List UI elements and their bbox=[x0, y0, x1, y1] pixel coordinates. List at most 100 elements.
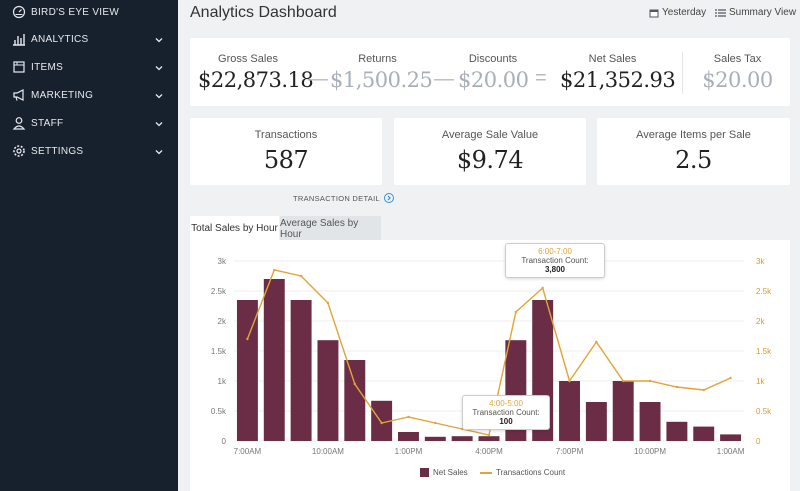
bar bbox=[639, 402, 661, 441]
sidebar-item-settings[interactable]: SETTINGS bbox=[0, 138, 178, 166]
gross-sales-value: $22,873.18 bbox=[198, 68, 314, 92]
line-point bbox=[514, 310, 518, 314]
sidebar-item-marketing[interactable]: MARKETING bbox=[0, 82, 178, 110]
sidebar-item-analytics[interactable]: ANALYTICS bbox=[0, 26, 178, 54]
chevron-down-icon[interactable] bbox=[154, 63, 164, 73]
tooltip-time: 6:00-7:00 bbox=[538, 247, 572, 256]
bar bbox=[585, 402, 607, 441]
line-point bbox=[434, 421, 437, 425]
sidebar-item-label: ANALYTICS bbox=[31, 34, 89, 45]
line-point bbox=[622, 379, 625, 383]
y-right-tick-label: 2k bbox=[756, 317, 765, 326]
page-title: Analytics Dashboard bbox=[190, 4, 337, 21]
tooltip-label: Transaction Count: bbox=[472, 408, 540, 417]
tooltip-value: 3,800 bbox=[544, 265, 566, 274]
chevron-right-icon bbox=[383, 193, 394, 203]
avg-items-card: Average Items per Sale 2.5 bbox=[597, 118, 790, 185]
line-point bbox=[702, 388, 705, 392]
sidebar-item-items[interactable]: ITEMS bbox=[0, 54, 178, 82]
line-point bbox=[407, 415, 410, 419]
legend-label: Transactions Count bbox=[496, 468, 566, 477]
bar bbox=[478, 436, 500, 441]
line-point bbox=[299, 274, 303, 278]
y-tick-label: 2k bbox=[218, 317, 227, 326]
net-sales-label: Net Sales bbox=[588, 53, 637, 65]
y-tick-label: 1.5k bbox=[211, 347, 227, 356]
line-point bbox=[729, 376, 732, 380]
bar bbox=[398, 432, 419, 441]
x-tick-label: 1:00PM bbox=[395, 447, 423, 456]
discounts-label: Discounts bbox=[468, 53, 518, 65]
sales-by-hour-chart: 0 0 0.5k 0.5k 1k 1k 1.5k 1.5k 2k 2k 2.5k 2.5k 3k 3k 7:… bbox=[211, 257, 772, 456]
bar bbox=[693, 426, 715, 441]
bar bbox=[371, 400, 393, 441]
line-point bbox=[568, 379, 571, 383]
gear-icon bbox=[13, 145, 25, 157]
bar bbox=[263, 279, 285, 441]
y-right-tick-label: 1.5k bbox=[756, 347, 772, 356]
bar-chart-icon bbox=[13, 34, 25, 46]
divider bbox=[682, 52, 683, 94]
x-tick-label: 7:00PM bbox=[556, 447, 584, 456]
equals-operator: = bbox=[535, 67, 547, 89]
legend-item-transactions: Transactions Count bbox=[480, 468, 565, 477]
returns-metric: Returns $1,500.25 bbox=[330, 53, 433, 92]
tooltip-time: 4:00-5:00 bbox=[489, 399, 523, 408]
avg-sale-label: Average Sale Value bbox=[441, 129, 539, 141]
chevron-down-icon[interactable] bbox=[154, 147, 164, 157]
person-icon bbox=[12, 117, 26, 130]
y-tick-label: 0.5k bbox=[211, 407, 227, 416]
y-tick-label: 2.5k bbox=[211, 287, 227, 296]
transactions-label: Transactions bbox=[254, 129, 318, 141]
date-label: Yesterday bbox=[662, 7, 707, 18]
net-sales-metric: Net Sales $21,352.93 bbox=[560, 53, 676, 92]
y-tick-label: 1k bbox=[218, 377, 227, 386]
line-point bbox=[353, 382, 356, 386]
avg-sale-card: Average Sale Value $9.74 bbox=[394, 118, 586, 185]
sidebar-item-staff[interactable]: STAFF bbox=[0, 110, 178, 138]
bar bbox=[317, 340, 339, 441]
chevron-down-icon[interactable] bbox=[154, 91, 164, 101]
items-icon bbox=[13, 61, 25, 73]
discounts-metric: Discounts $20.00 bbox=[458, 53, 529, 92]
calendar-icon bbox=[649, 9, 659, 17]
legend-swatch bbox=[420, 468, 429, 477]
avg-sale-value: $9.74 bbox=[456, 146, 524, 174]
x-tick-label: 4:00PM bbox=[475, 447, 503, 456]
y-right-tick-label: 2.5k bbox=[756, 287, 772, 296]
legend-label: Net Sales bbox=[433, 468, 468, 477]
avg-items-value: 2.5 bbox=[675, 146, 712, 174]
sidebar-item-label: ITEMS bbox=[31, 62, 64, 73]
sidebar-item-label: BIRD'S EYE VIEW bbox=[31, 7, 120, 18]
date-selector[interactable]: Yesterday bbox=[649, 7, 706, 18]
chart-tooltip: 4:00-5:00 Transaction Count: 100 bbox=[462, 395, 550, 430]
line-point bbox=[595, 340, 598, 344]
bar bbox=[612, 381, 634, 441]
chevron-down-icon[interactable] bbox=[154, 119, 164, 129]
tab-average-sales-by-hour[interactable]: Average Sales by Hour bbox=[280, 216, 381, 241]
summary-view-link[interactable]: Summary View bbox=[715, 7, 796, 18]
line-point bbox=[380, 421, 383, 425]
gross-sales-metric: Gross Sales $22,873.18 bbox=[198, 53, 314, 92]
sales-tax-label: Sales Tax bbox=[713, 53, 762, 65]
line-point bbox=[326, 301, 330, 305]
line-point bbox=[273, 268, 276, 272]
line-point bbox=[541, 286, 544, 290]
transaction-detail-label: TRANSACTION DETAIL bbox=[293, 193, 380, 203]
net-sales-value: $21,352.93 bbox=[560, 68, 676, 92]
sales-tax-value: $20.00 bbox=[702, 68, 773, 92]
summary-view-label: Summary View bbox=[729, 7, 797, 18]
chart-tooltip: 6:00-7:00 Transaction Count: 3,800 bbox=[505, 243, 605, 278]
bar bbox=[720, 434, 742, 441]
legend-item-net-sales: Net Sales bbox=[420, 468, 468, 477]
x-tick-label: 10:00PM bbox=[634, 447, 666, 456]
transaction-detail-link[interactable]: TRANSACTION DETAIL bbox=[293, 193, 394, 203]
sidebar-item-birds-eye-view[interactable]: BIRD'S EYE VIEW bbox=[0, 0, 178, 27]
y-right-tick-label: 1k bbox=[756, 377, 765, 386]
chevron-down-icon[interactable] bbox=[154, 35, 164, 45]
tab-total-sales-by-hour[interactable]: Total Sales by Hour bbox=[190, 216, 279, 241]
bar bbox=[290, 300, 312, 441]
returns-value: $1,500.25 bbox=[330, 68, 433, 92]
x-tick-label: 1:00AM bbox=[717, 447, 745, 456]
bar bbox=[424, 436, 446, 441]
